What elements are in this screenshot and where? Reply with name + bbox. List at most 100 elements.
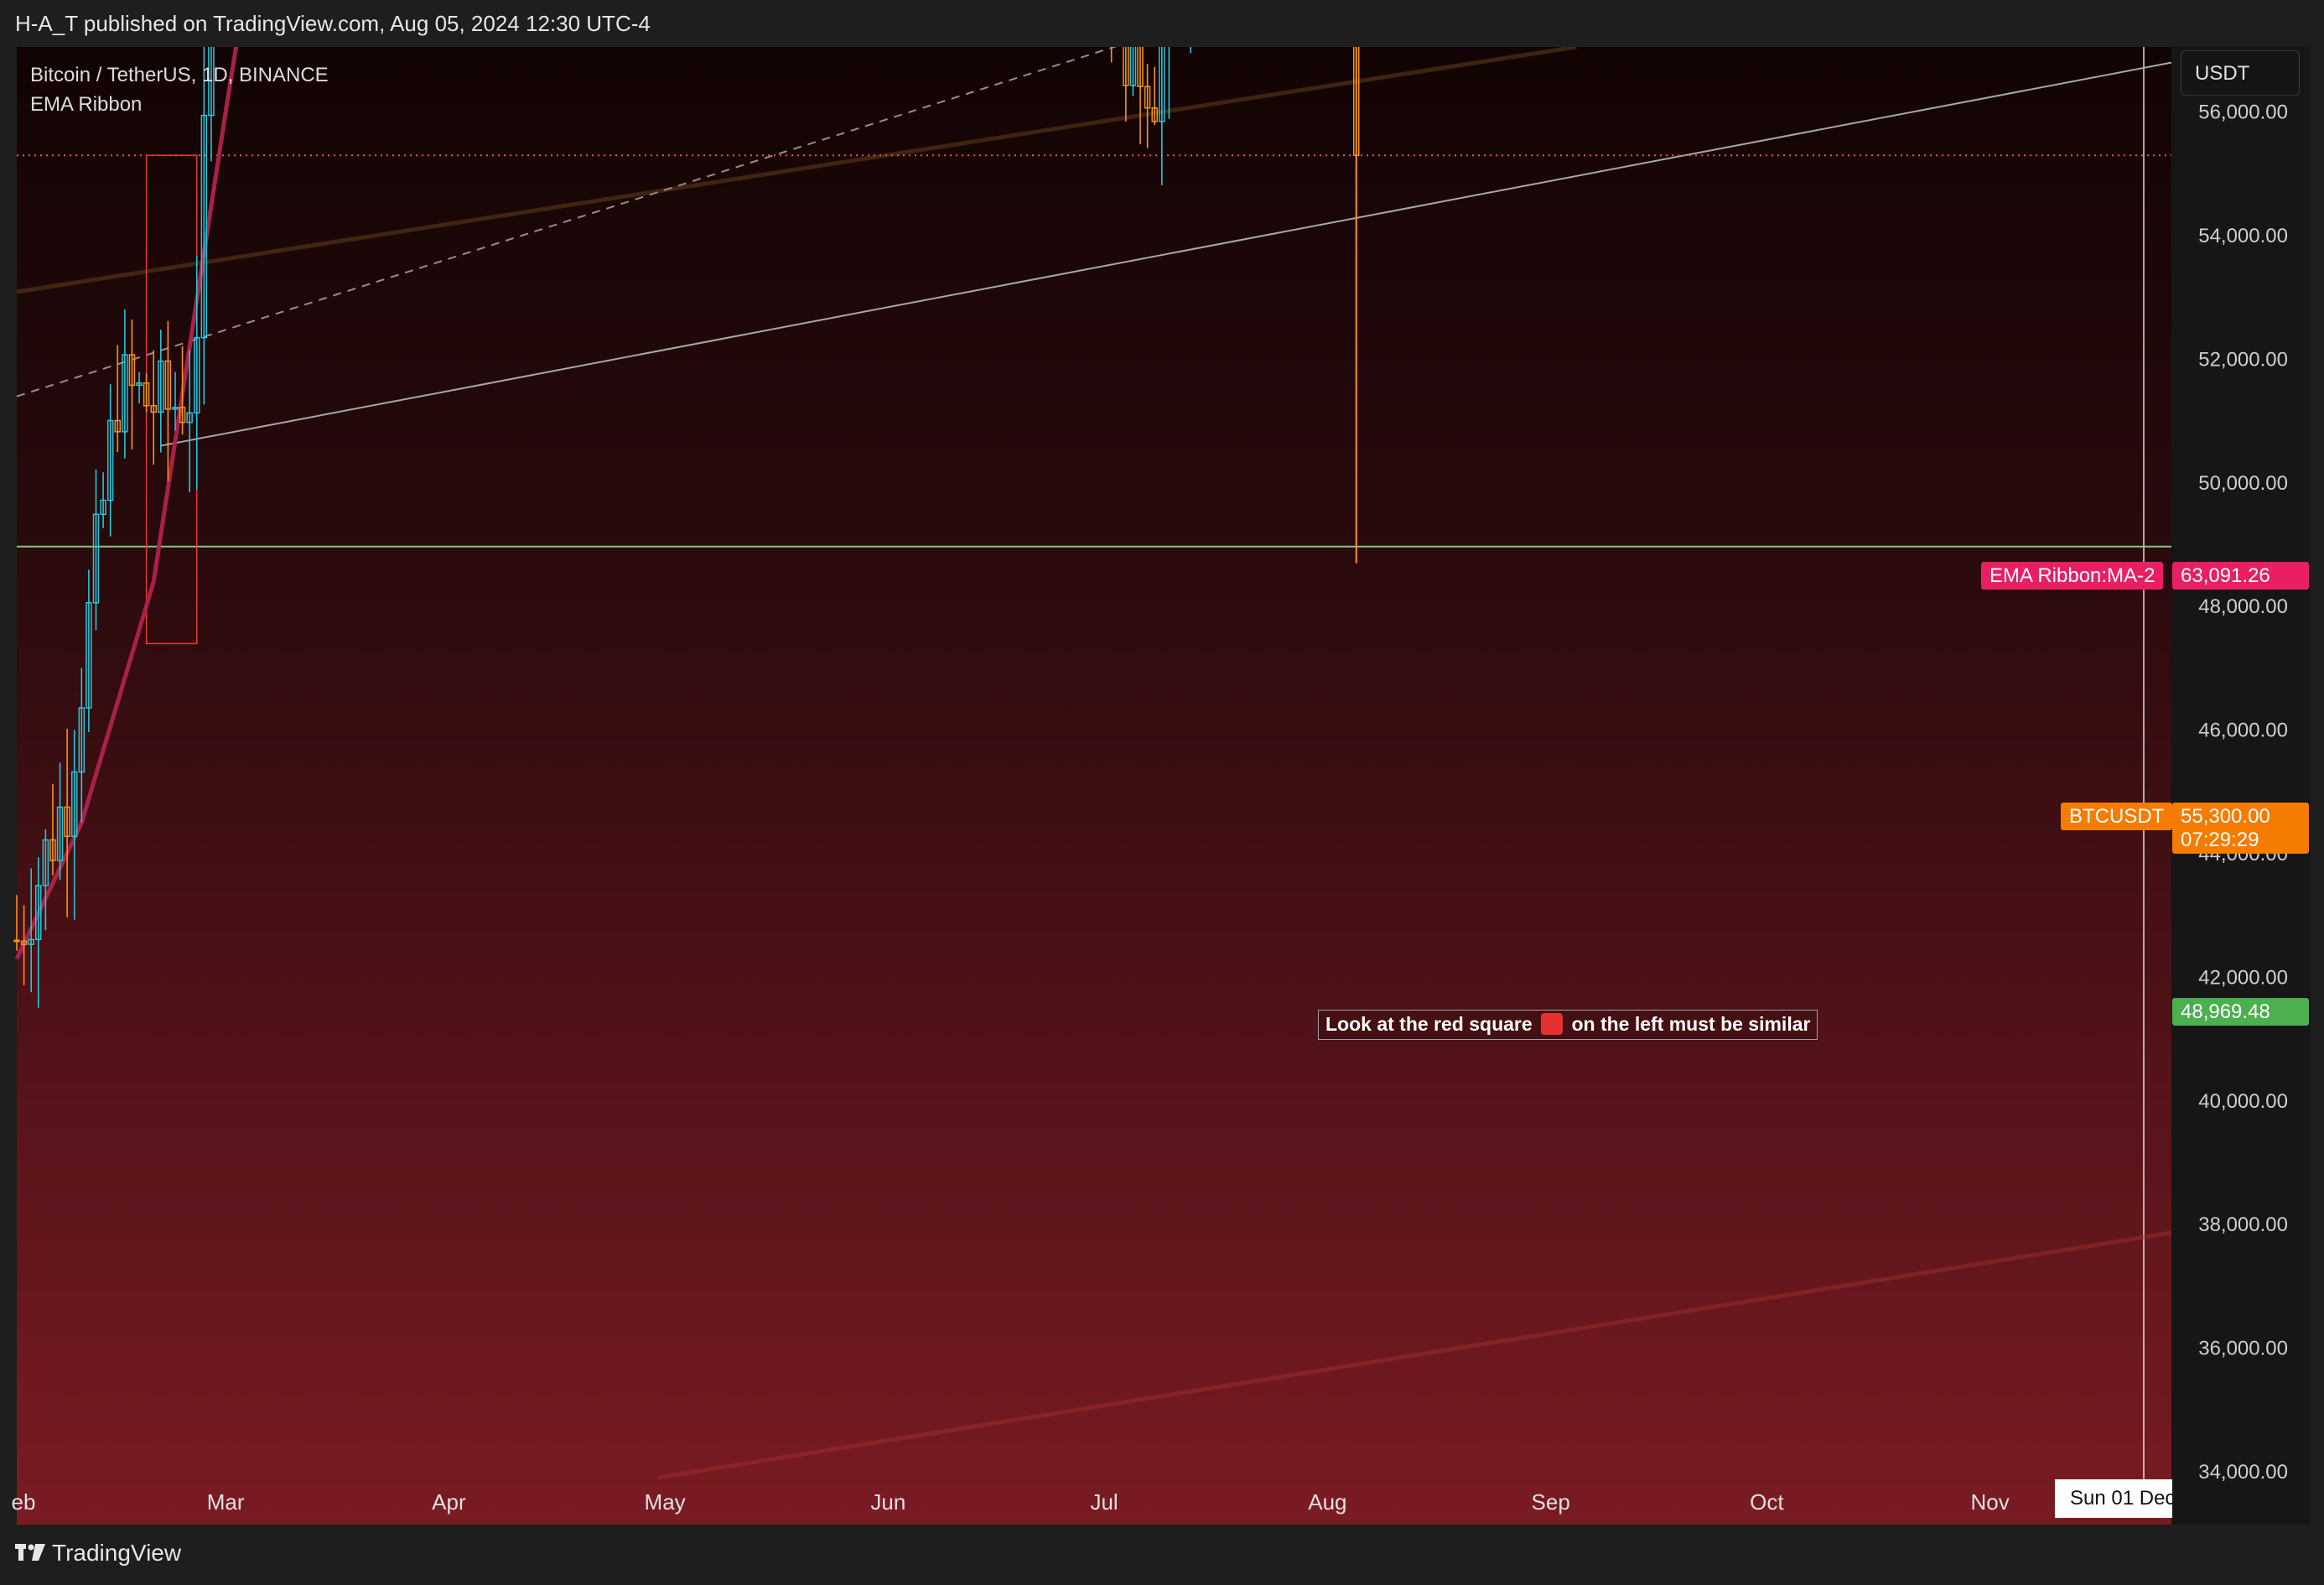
time-tick-label: Mar	[207, 1489, 245, 1515]
publish-header: H-A_T published on TradingView.com, Aug …	[0, 0, 2324, 47]
candle-body	[143, 382, 150, 407]
time-tick-label: Jul	[1090, 1489, 1118, 1515]
candle	[13, 895, 20, 951]
candle	[106, 384, 114, 537]
candle	[20, 905, 28, 985]
time-tick-label: Sep	[1532, 1489, 1570, 1515]
candle	[56, 762, 64, 881]
candle-body	[92, 513, 100, 604]
price-tick-label: 46,000.00	[2198, 720, 2288, 742]
footer-bar: TradingView	[0, 1525, 2324, 1585]
chart-legend[interactable]: Bitcoin / TetherUS, 1D, BINANCE EMA Ribb…	[30, 60, 329, 119]
time-tick-label: eb	[12, 1489, 36, 1515]
outer-channel-lower-line[interactable]	[657, 1230, 2172, 1480]
candle-body	[1144, 86, 1151, 109]
plot-background	[17, 47, 2311, 1525]
candle-body	[49, 839, 56, 861]
candle-body	[28, 938, 34, 945]
price-tick-label: 50,000.00	[2198, 472, 2288, 495]
price-tick-label: 36,000.00	[2198, 1338, 2288, 1360]
candle	[49, 783, 56, 876]
time-tick-label: Oct	[1750, 1489, 1784, 1515]
candle	[70, 730, 78, 920]
indicator-title[interactable]: EMA Ribbon	[30, 93, 143, 116]
candle	[1144, 64, 1151, 148]
price-tick-label: 56,000.00	[2198, 101, 2288, 124]
symbol-tag: BTCUSDT	[2061, 803, 2173, 830]
price-axis-labels: 78,000.0076,000.0074,000.0072,000.0070,0…	[2198, 0, 2288, 1484]
candle	[1352, 0, 1360, 547]
candle	[172, 372, 179, 431]
candle-body	[158, 360, 164, 413]
candle	[136, 372, 143, 404]
candle-body	[56, 806, 64, 861]
candle-body	[13, 939, 20, 943]
candle	[86, 569, 92, 732]
time-axis[interactable]: eb Mar Apr May Jun Jul Aug Sep Oct Nov	[12, 1479, 2171, 1525]
candle-body	[186, 412, 193, 424]
candle-body	[86, 601, 92, 709]
candle-body	[179, 407, 186, 424]
drawing-layer[interactable]	[16, 0, 2172, 1480]
candle	[128, 319, 136, 450]
tradingview-logo-icon	[15, 1544, 45, 1561]
candle	[122, 309, 128, 459]
red-square-icon	[1541, 1013, 1564, 1035]
time-tick-label: Aug	[1308, 1489, 1346, 1515]
price-tick-label: 54,000.00	[2198, 225, 2288, 247]
candle-body	[100, 499, 106, 516]
candle-body	[106, 419, 114, 501]
support-price-tag: 48,969.48	[2172, 998, 2309, 1026]
candle	[143, 373, 150, 413]
currency-selector-button[interactable]: USDT	[2181, 50, 2300, 96]
candle-body	[172, 407, 179, 410]
candle-body	[64, 806, 70, 838]
candle	[28, 868, 34, 993]
candle	[100, 472, 106, 528]
price-tick-label: 38,000.00	[2198, 1213, 2288, 1236]
price-axis-panel[interactable]	[2171, 47, 2311, 1525]
price-tick-label: 48,000.00	[2198, 595, 2288, 618]
time-tick-label: Apr	[432, 1489, 466, 1515]
time-tick-label: May	[645, 1489, 686, 1515]
candle	[158, 330, 164, 453]
candle	[64, 728, 70, 917]
candle	[42, 829, 49, 931]
candle-body	[164, 360, 172, 410]
candle-body	[114, 419, 122, 433]
candle-body	[128, 354, 136, 387]
candle-body	[70, 771, 78, 838]
note-suffix-text: on the left must be similar	[1571, 1013, 1811, 1035]
candle	[78, 668, 86, 823]
price-tick-label: 34,000.00	[2198, 1461, 2288, 1484]
time-tick-label: Jun	[870, 1489, 905, 1515]
ema-ribbon-value-tag: 63,091.26	[2172, 562, 2309, 590]
candle-body	[78, 707, 86, 773]
candle-body	[35, 885, 42, 941]
candle	[179, 346, 186, 435]
candle-body	[1352, 0, 1360, 156]
candle-body	[42, 839, 49, 886]
countdown-tag: 07:29:29	[2172, 826, 2309, 854]
price-tick-label: 40,000.00	[2198, 1090, 2288, 1113]
candle-body	[20, 940, 28, 945]
note-text: Look at the red square	[1325, 1013, 1533, 1035]
chart-note[interactable]: Look at the red square on the left must …	[1318, 1010, 1818, 1040]
candle-body	[136, 382, 143, 387]
candle-body	[200, 114, 208, 339]
candle-body	[150, 404, 157, 413]
candle-body	[194, 336, 200, 414]
price-tick-label: 42,000.00	[2198, 966, 2288, 989]
candle	[114, 345, 122, 453]
outer-channel-upper-line[interactable]	[16, 44, 1577, 294]
price-tick-label: 52,000.00	[2198, 348, 2288, 371]
candle-body	[122, 354, 128, 433]
ascending-support-trendline[interactable]	[160, 61, 2172, 447]
price-axis[interactable]	[2171, 47, 2311, 1525]
candle	[164, 320, 172, 481]
tradingview-logo[interactable]: TradingView	[15, 1540, 181, 1567]
candle	[92, 470, 100, 631]
symbol-title[interactable]: Bitcoin / TetherUS, 1D, BINANCE	[30, 64, 329, 86]
tradingview-wordmark: TradingView	[52, 1540, 182, 1566]
